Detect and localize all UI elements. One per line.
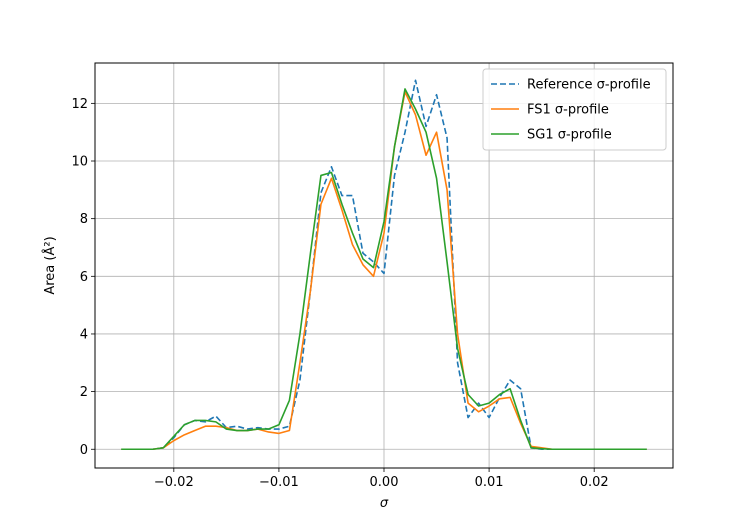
legend-entry: Reference σ-profile — [527, 78, 651, 93]
x-tick-label: 0.02 — [580, 475, 609, 490]
y-tick-label: 2 — [80, 385, 88, 400]
y-tick-label: 10 — [71, 155, 88, 170]
legend: Reference σ-profile FS1 σ-profile SG1 σ-pr… — [482, 68, 667, 151]
series-lines — [121, 79, 647, 451]
legend-entry: FS1 σ-profile — [527, 103, 609, 118]
x-tick-label: −0.01 — [259, 475, 299, 490]
x-axis-label: σ — [380, 496, 389, 511]
y-tick-label: 8 — [80, 212, 88, 227]
x-tick-label: 0.01 — [475, 475, 504, 490]
x-tick-label: −0.02 — [154, 475, 194, 490]
legend-entry: SG1 σ-profile — [527, 128, 612, 143]
axis-ticks: −0.02 −0.01 0.00 0.01 0.02 0 2 4 6 8 10 12 — [71, 97, 608, 490]
x-tick-label: 0.00 — [370, 475, 399, 490]
y-tick-label: 12 — [71, 97, 88, 112]
y-axis-label: Area (Å²) — [42, 236, 58, 294]
series-line-3 — [121, 88, 647, 451]
y-tick-label: 6 — [80, 270, 88, 285]
y-tick-label: 4 — [80, 327, 88, 342]
legend-box — [482, 68, 667, 151]
y-tick-label: 0 — [80, 443, 88, 458]
